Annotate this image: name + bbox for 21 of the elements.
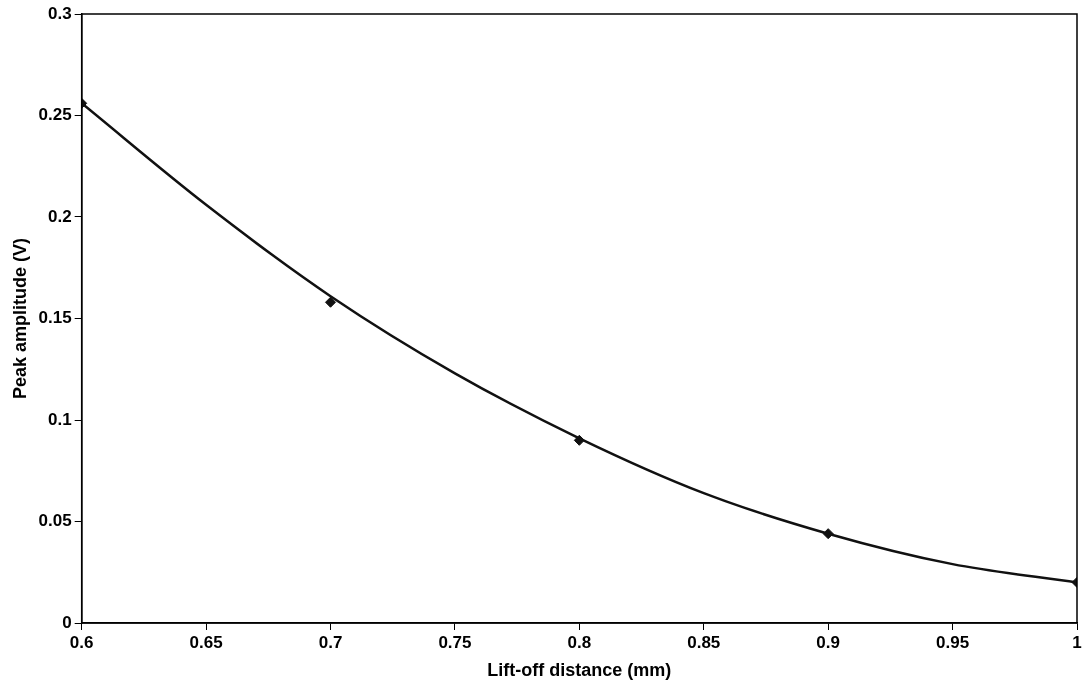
x-tick-label: 0.6 [69, 632, 94, 652]
x-tick-label: 0.75 [438, 632, 472, 652]
x-tick-label: 0.7 [318, 632, 343, 652]
y-tick-label: 0 [62, 612, 72, 632]
x-axis-title: Lift-off distance (mm) [487, 660, 672, 681]
y-tick-label: 0.2 [48, 206, 72, 226]
x-tick-label: 0.95 [936, 632, 970, 652]
y-tick-label: 0.05 [38, 511, 72, 531]
y-tick-label: 0.1 [48, 409, 72, 429]
x-tick-label: 0.9 [816, 632, 840, 652]
point [325, 296, 337, 308]
y-tick-label: 0.3 [48, 3, 72, 23]
y-tick-label: 0.25 [38, 105, 72, 125]
point [573, 434, 585, 446]
y-axis-title: Peak amplitude (V) [9, 237, 30, 400]
y-tick-label: 0.15 [38, 308, 72, 328]
x-tick-label: 0.85 [687, 632, 721, 652]
x-tick-label: 0.8 [567, 632, 592, 652]
x-tick-label: 0.65 [189, 632, 223, 652]
x-tick-label: 1 [1072, 632, 1082, 652]
point [822, 528, 834, 540]
